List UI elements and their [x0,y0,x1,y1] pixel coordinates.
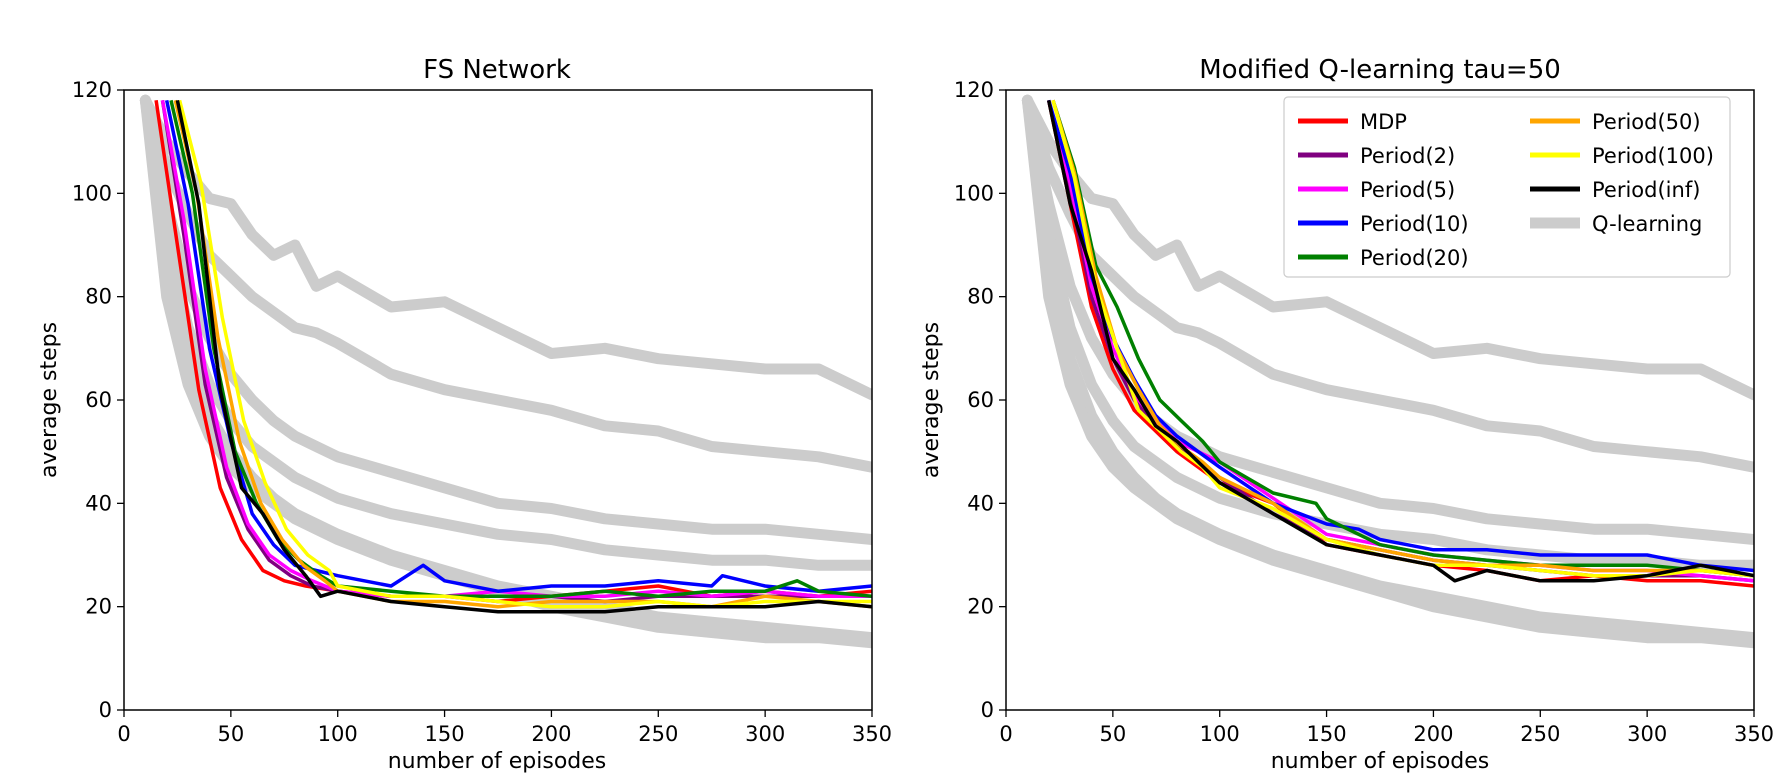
x-tick-label: 100 [1200,722,1240,746]
legend: MDP Period(2) Period(5) Period(10) Period(20… [1283,96,1731,278]
legend-label: Period(10) [1360,212,1469,236]
legend-label: Period(2) [1360,144,1455,168]
x-tick-label: 200 [531,722,571,746]
plot-frame [1005,89,1755,711]
series-line-q-learning [1021,94,1754,649]
legend-entries: MDP Period(2) Period(5) Period(10) Period(20… [1298,110,1714,270]
chart-modified-q-learning: Modified Q-learning tau=50 number of epi… [919,55,1774,774]
x-tick-label: 300 [1627,722,1667,746]
plot-frame [123,89,873,711]
x-tick-label: 0 [999,722,1012,746]
series-line-period-20 [169,99,872,599]
axis-ticks: 0 50 100 150 200 250 300 350 0 20 40 60 80 100 120 [954,78,1774,746]
series-line-q-learning [1021,94,1754,571]
y-tick-label: 80 [967,285,994,309]
series-line-q-learning [139,94,872,401]
y-tick-label: 120 [954,78,994,102]
y-tick-label: 60 [967,388,994,412]
y-tick-label: 40 [967,491,994,515]
x-tick-label: 150 [425,722,465,746]
legend-label: Period(inf) [1592,178,1700,202]
y-axis-label: average steps [37,322,62,478]
chart-title: Modified Q-learning tau=50 [1199,55,1561,85]
chart-title: FS Network [423,55,571,85]
series-line-period-20 [1051,99,1754,578]
x-tick-label: 300 [745,722,785,746]
legend-label: Period(5) [1360,178,1455,202]
series-line-q-learning [1021,94,1754,545]
x-tick-label: 0 [117,722,130,746]
axis-ticks: 0 50 100 150 200 250 300 350 0 20 40 60 80 100 120 [72,78,892,746]
x-axis-label: number of episodes [388,749,607,774]
x-tick-label: 250 [1520,722,1560,746]
period-lines [154,99,872,614]
y-tick-label: 0 [981,698,994,722]
y-axis-label: average steps [919,322,944,478]
x-tick-label: 350 [852,722,892,746]
y-tick-label: 0 [99,698,112,722]
legend-label: Period(20) [1360,246,1469,270]
y-tick-label: 60 [85,388,112,412]
y-tick-label: 80 [85,285,112,309]
legend-box [1283,96,1731,278]
series-line-q-learning [139,94,872,571]
x-tick-label: 250 [638,722,678,746]
x-tick-label: 150 [1307,722,1347,746]
x-tick-label: 50 [217,722,244,746]
series-line-q-learning [139,94,872,649]
legend-label: Q-learning [1592,212,1702,236]
y-tick-label: 20 [967,595,994,619]
series-line-period-inf [175,99,872,614]
y-tick-label: 100 [954,181,994,205]
series-line-period-100 [1051,99,1754,578]
x-tick-label: 100 [318,722,358,746]
series-line-q-learning [1021,94,1754,401]
legend-label: Period(50) [1592,110,1701,134]
legend-label: MDP [1360,110,1407,134]
period-lines [1046,99,1754,588]
series-line-period-inf [1046,99,1754,583]
x-tick-label: 50 [1099,722,1126,746]
x-tick-label: 200 [1413,722,1453,746]
x-axis-label: number of episodes [1271,749,1490,774]
y-tick-label: 120 [72,78,112,102]
y-tick-label: 100 [72,181,112,205]
legend-label: Period(100) [1592,144,1714,168]
y-tick-label: 20 [85,595,112,619]
y-tick-label: 40 [85,491,112,515]
x-tick-label: 350 [1734,722,1774,746]
chart-fs-network: FS Network number of episodes average st… [37,55,892,774]
